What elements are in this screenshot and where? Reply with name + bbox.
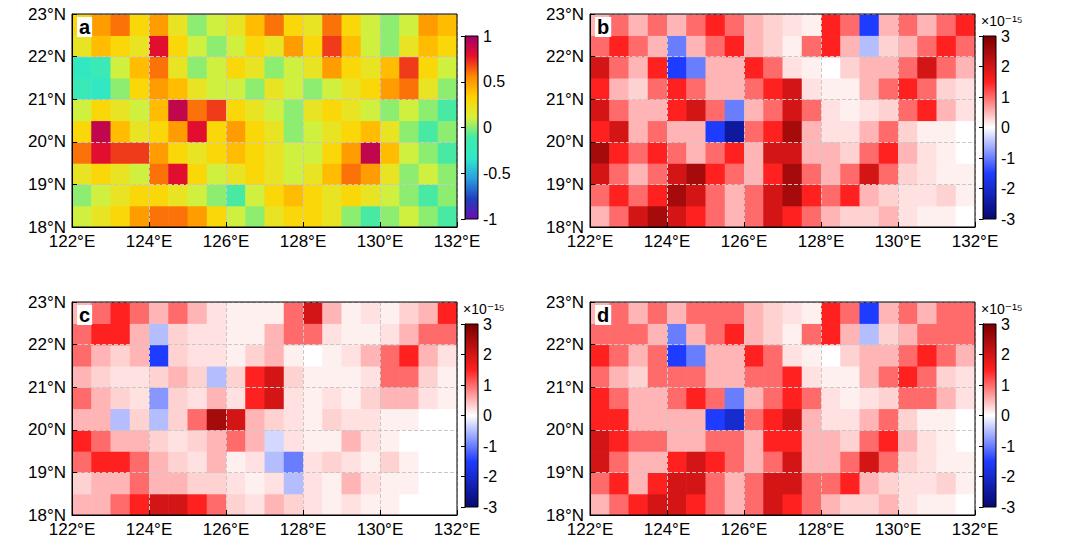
svg-text:2: 2 [483, 346, 492, 363]
svg-text:18°N: 18°N [28, 217, 66, 237]
svg-text:126°E: 126°E [721, 232, 768, 251]
svg-text:0: 0 [1001, 407, 1010, 424]
svg-text:128°E: 128°E [798, 232, 845, 251]
svg-text:20°N: 20°N [28, 132, 66, 151]
svg-text:132°E: 132°E [952, 520, 999, 539]
svg-text:-1: -1 [1001, 438, 1015, 455]
svg-text:21°N: 21°N [546, 90, 584, 109]
svg-text:130°E: 130°E [357, 232, 404, 251]
svg-text:19°N: 19°N [28, 175, 66, 194]
svg-text:124°E: 124°E [644, 232, 691, 251]
svg-text:20°N: 20°N [28, 420, 66, 439]
svg-text:21°N: 21°N [28, 90, 66, 109]
svg-text:-2: -2 [483, 468, 497, 485]
svg-text:21°N: 21°N [28, 378, 66, 397]
svg-text:3: 3 [1001, 316, 1010, 333]
svg-text:×10⁻¹⁵: ×10⁻¹⁵ [981, 301, 1023, 317]
svg-text:122°E: 122°E [567, 520, 614, 539]
svg-text:23°N: 23°N [28, 5, 66, 24]
svg-text:1: 1 [1001, 89, 1010, 106]
svg-text:d: d [597, 304, 609, 326]
svg-text:132°E: 132°E [434, 232, 481, 251]
svg-text:122°E: 122°E [49, 232, 96, 251]
svg-text:23°N: 23°N [546, 293, 584, 312]
svg-text:-1: -1 [483, 438, 497, 455]
svg-text:a: a [79, 16, 91, 38]
svg-text:0: 0 [483, 407, 492, 424]
svg-text:130°E: 130°E [875, 232, 922, 251]
svg-text:19°N: 19°N [28, 463, 66, 482]
svg-text:128°E: 128°E [798, 520, 845, 539]
svg-text:b: b [597, 16, 609, 38]
svg-text:2: 2 [1001, 58, 1010, 75]
svg-text:-3: -3 [1001, 211, 1015, 228]
svg-text:22°N: 22°N [28, 335, 66, 354]
svg-text:130°E: 130°E [875, 520, 922, 539]
svg-text:124°E: 124°E [644, 520, 691, 539]
svg-text:-3: -3 [1001, 499, 1015, 516]
svg-text:-2: -2 [1001, 468, 1015, 485]
svg-text:128°E: 128°E [280, 520, 327, 539]
svg-text:0: 0 [1001, 119, 1010, 136]
svg-text:130°E: 130°E [357, 520, 404, 539]
svg-text:-2: -2 [1001, 180, 1015, 197]
svg-text:-1: -1 [483, 211, 497, 228]
svg-text:22°N: 22°N [28, 47, 66, 66]
svg-text:3: 3 [483, 316, 492, 333]
svg-text:×10⁻¹⁵: ×10⁻¹⁵ [981, 13, 1023, 29]
svg-text:128°E: 128°E [280, 232, 327, 251]
svg-text:23°N: 23°N [546, 5, 584, 24]
svg-text:126°E: 126°E [721, 520, 768, 539]
svg-text:-1: -1 [1001, 150, 1015, 167]
svg-text:0.5: 0.5 [483, 73, 505, 90]
svg-text:×10⁻¹⁵: ×10⁻¹⁵ [463, 301, 505, 317]
svg-text:126°E: 126°E [203, 232, 250, 251]
svg-text:22°N: 22°N [546, 47, 584, 66]
svg-text:132°E: 132°E [952, 232, 999, 251]
svg-text:-3: -3 [483, 499, 497, 516]
svg-text:22°N: 22°N [546, 335, 584, 354]
svg-text:0: 0 [483, 119, 492, 136]
svg-text:c: c [79, 304, 90, 326]
svg-text:19°N: 19°N [546, 463, 584, 482]
svg-text:18°N: 18°N [546, 217, 584, 237]
svg-text:124°E: 124°E [126, 232, 173, 251]
svg-text:2: 2 [1001, 346, 1010, 363]
svg-text:1: 1 [483, 28, 492, 45]
svg-text:1: 1 [1001, 377, 1010, 394]
svg-text:19°N: 19°N [546, 175, 584, 194]
svg-text:18°N: 18°N [28, 505, 66, 525]
svg-text:20°N: 20°N [546, 420, 584, 439]
svg-text:21°N: 21°N [546, 378, 584, 397]
svg-text:18°N: 18°N [546, 505, 584, 525]
svg-text:132°E: 132°E [434, 520, 481, 539]
svg-text:122°E: 122°E [567, 232, 614, 251]
svg-text:23°N: 23°N [28, 293, 66, 312]
svg-text:126°E: 126°E [203, 520, 250, 539]
svg-text:124°E: 124°E [126, 520, 173, 539]
svg-text:20°N: 20°N [546, 132, 584, 151]
svg-text:122°E: 122°E [49, 520, 96, 539]
svg-text:1: 1 [483, 377, 492, 394]
svg-text:-0.5: -0.5 [483, 165, 511, 182]
svg-text:3: 3 [1001, 28, 1010, 45]
